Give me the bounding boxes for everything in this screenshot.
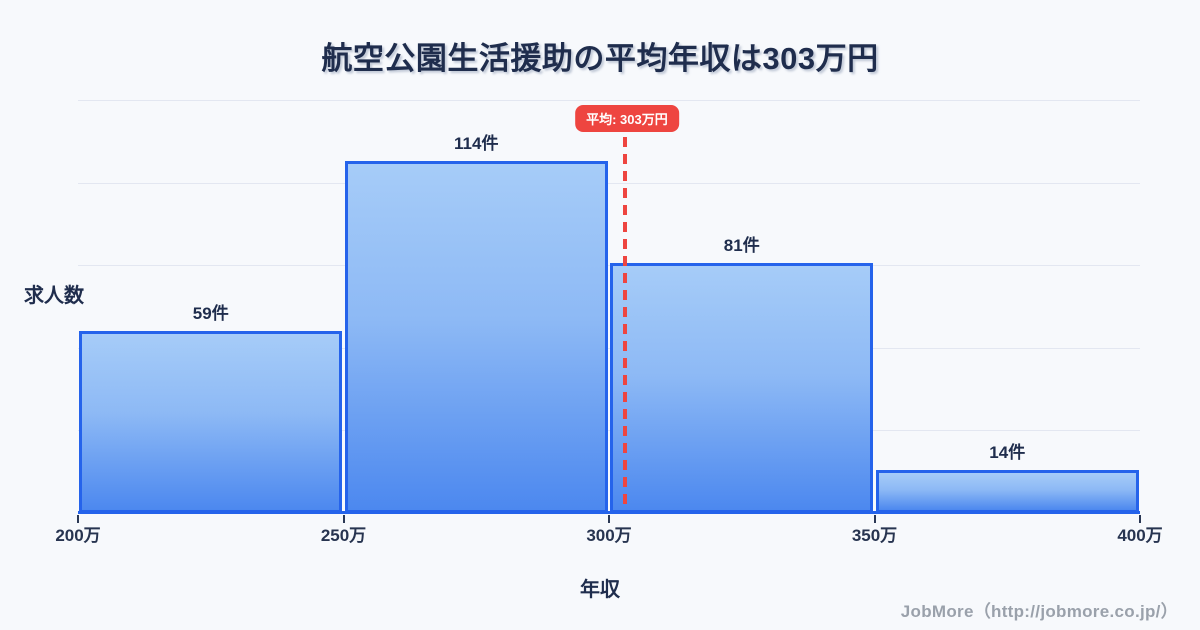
histogram-bar: [610, 262, 873, 513]
gridline: [78, 100, 1140, 101]
x-axis-tick-label: 300万: [586, 526, 632, 545]
mean-line: [622, 137, 627, 511]
x-axis-tick-label: 250万: [320, 526, 367, 545]
bar-value-label: 81件: [723, 235, 760, 255]
x-axis-tick-label: 400万: [1117, 526, 1163, 545]
x-axis-tick: [873, 515, 876, 523]
x-axis-tick: [1139, 515, 1141, 523]
plot-area: 59件 114件 81件 14件 200万 250万 300万 350万 400万 平均: 303…: [55, 100, 1163, 545]
x-axis-tick: [608, 515, 610, 523]
histogram-bar: [79, 330, 342, 513]
gridline: [78, 347, 1140, 349]
x-axis-tick-label: 200万: [55, 526, 101, 545]
y-axis-title: 求人数: [24, 285, 84, 307]
x-axis-tick: [342, 515, 345, 523]
gridline: [78, 430, 1140, 432]
gridline: [78, 265, 1140, 267]
mean-badge: 平均: 303万円: [575, 105, 679, 132]
bar-value-label: 14件: [989, 442, 1026, 462]
chart-title: 航空公園生活援助の平均年収は303万円: [321, 41, 879, 76]
gridline: [78, 182, 1140, 184]
x-axis-tick-label: 350万: [851, 526, 898, 545]
x-axis-line: [78, 511, 1140, 514]
footer-credit: JobMore（http://jobmore.co.jp/）: [900, 602, 1178, 621]
histogram-bar: [875, 469, 1139, 513]
x-axis-tick: [77, 515, 79, 523]
bar-value-label: 59件: [192, 303, 229, 323]
x-axis-title: 年収: [580, 579, 620, 601]
bar-value-label: 114件: [454, 134, 499, 153]
histogram-bar: [344, 161, 608, 513]
